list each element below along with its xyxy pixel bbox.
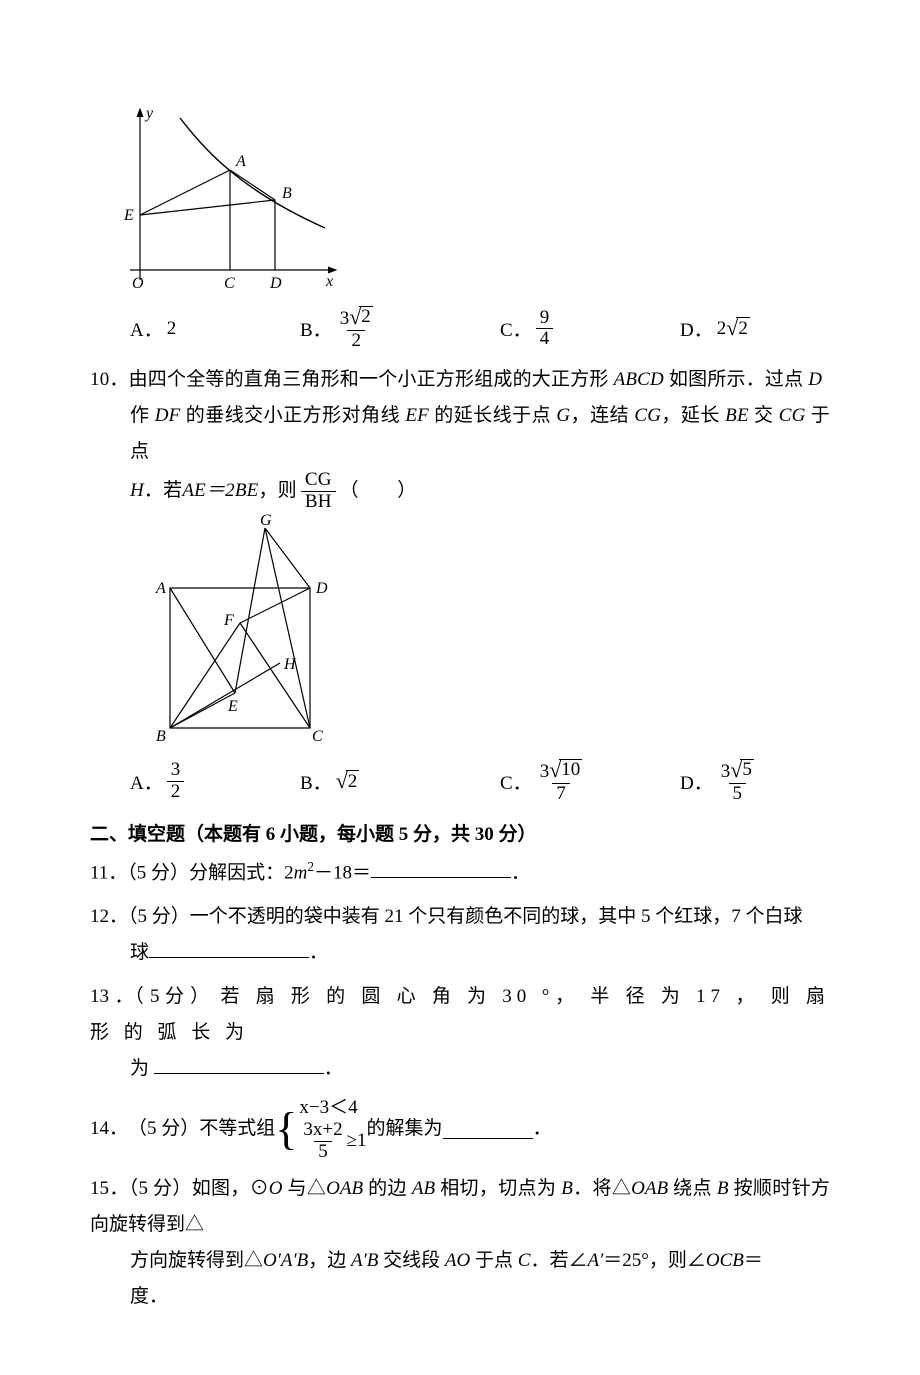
- q-number: 12．: [90, 906, 128, 927]
- svg-text:A: A: [155, 580, 166, 597]
- sqrt: √2: [726, 317, 750, 340]
- svg-text:B: B: [282, 185, 292, 202]
- option-a: A． 2: [130, 306, 300, 352]
- sqrt: √2: [336, 770, 360, 793]
- svg-text:G: G: [260, 513, 272, 529]
- fill-blank: [371, 858, 511, 878]
- fill-blank: [443, 1119, 533, 1139]
- option-label: A．: [130, 315, 163, 342]
- q-number: 11．: [90, 862, 127, 883]
- svg-text:D: D: [269, 275, 282, 292]
- fraction: 3√5 5: [717, 759, 758, 805]
- section-2-header: 二、填空题（本题有 6 小题，每小题 5 分，共 30 分）: [90, 819, 830, 846]
- q11: 11．（5 分）分解因式：2m2－18＝．: [90, 854, 830, 891]
- svg-text:E: E: [227, 698, 238, 715]
- option-label: A．: [130, 768, 163, 795]
- svg-text:F: F: [223, 612, 234, 629]
- option-label: D．: [680, 768, 713, 795]
- option-label: D．: [680, 315, 713, 342]
- option-label: B．: [300, 315, 332, 342]
- option-c: C． 9 4: [500, 306, 680, 352]
- svg-text:y: y: [144, 105, 154, 122]
- fraction: 3√2 2: [336, 306, 377, 352]
- svg-text:H: H: [283, 656, 297, 673]
- q15: 15．（5 分）如图，⊙O 与△OAB 的边 AB 相切，切点为 B．将△OAB…: [90, 1171, 830, 1315]
- q14: 14．（5 分）不等式组 { x−3＜4 3x+2 5 ≥1 的解集为 ．: [90, 1096, 830, 1163]
- fill-blank: [154, 1054, 324, 1074]
- q-number: 10．: [90, 369, 129, 390]
- points: （5 分）: [128, 1111, 199, 1147]
- svg-text:O: O: [132, 275, 144, 292]
- svg-text:x: x: [325, 273, 333, 290]
- option-value: 2: [167, 318, 177, 340]
- ratio-fraction: CG BH: [301, 470, 336, 513]
- svg-text:B: B: [156, 728, 166, 745]
- svg-text:C: C: [312, 728, 323, 745]
- option-b: B． √2: [300, 759, 500, 805]
- option-d: D． 2√2: [680, 306, 750, 352]
- fraction: 3 2: [167, 760, 185, 803]
- q10-figure: A B C D E F G H: [150, 513, 370, 753]
- q13: 13 ．（ 5 分 ） 若 扇 形 的 圆 心 角 为 30 °， 半 径 为 …: [90, 979, 830, 1087]
- q-number-points: 13 ．（ 5 分 ）: [90, 986, 210, 1007]
- option-a: A． 3 2: [130, 759, 300, 805]
- q10-options: A． 3 2 B． √2 C． 3√10 7 D． 3√5 5: [130, 759, 830, 805]
- option-label: C．: [500, 315, 532, 342]
- fill-blank: [149, 938, 309, 958]
- q9-figure: O C D E A B y x: [110, 100, 340, 300]
- q-number: 14．: [90, 1111, 128, 1147]
- points: （5 分）: [128, 906, 190, 927]
- fraction: 3√10 7: [536, 759, 587, 805]
- option-label: B．: [300, 768, 332, 795]
- svg-text:A: A: [235, 153, 246, 170]
- option-label: C．: [500, 768, 532, 795]
- option-b: B． 3√2 2: [300, 306, 500, 352]
- q12: 12．（5 分）一个不透明的袋中装有 21 个只有颜色不同的球，其中 5 个红球…: [90, 899, 830, 971]
- inequality-system: { x−3＜4 3x+2 5 ≥1: [275, 1096, 366, 1163]
- option-c: C． 3√10 7: [500, 759, 680, 805]
- q9-options: A． 2 B． 3√2 2 C． 9 4 D． 2√2: [130, 306, 830, 352]
- q-number: 15．: [90, 1178, 129, 1199]
- q10-text: 10．由四个全等的直角三角形和一个小正方形组成的大正方形 ABCD 如图所示．过…: [90, 362, 830, 513]
- svg-text:D: D: [315, 580, 328, 597]
- points: （5 分）: [129, 1178, 192, 1199]
- fraction: 3x+2 5: [299, 1120, 346, 1163]
- svg-text:C: C: [224, 275, 235, 292]
- svg-text:E: E: [123, 207, 134, 224]
- points: （5 分）: [127, 862, 189, 883]
- fraction: 9 4: [536, 308, 554, 351]
- option-d: D． 3√5 5: [680, 759, 758, 805]
